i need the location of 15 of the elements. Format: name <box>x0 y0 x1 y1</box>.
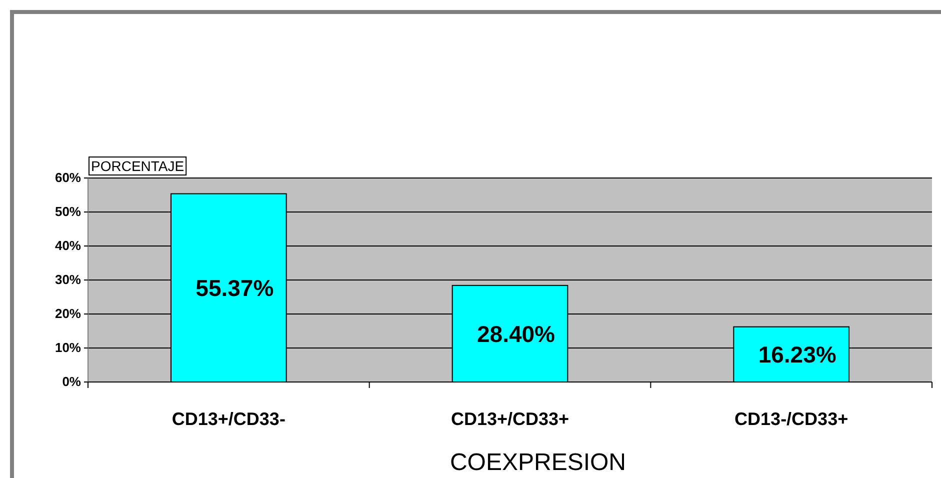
x-axis-title: COEXPRESION <box>450 449 626 476</box>
data-label: 55.37% <box>196 274 274 301</box>
y-tick-label: 0% <box>62 374 82 390</box>
y-tick-label: 10% <box>54 340 82 356</box>
x-tick-label: CD13-/CD33+ <box>734 409 848 429</box>
x-tick-label: CD13+/CD33+ <box>450 409 570 429</box>
data-label: 28.40% <box>476 320 556 347</box>
x-tick-label: CD13+/CD33- <box>172 409 286 429</box>
y-tick-label: 60% <box>54 170 82 186</box>
y-tick-label: 20% <box>54 306 82 322</box>
data-label: 16.23% <box>758 341 836 368</box>
y-axis-title: PORCENTAJE <box>91 158 184 174</box>
y-tick-label: 50% <box>54 204 82 220</box>
y-tick-label: 40% <box>54 238 82 254</box>
y-tick-label: 30% <box>54 272 82 288</box>
